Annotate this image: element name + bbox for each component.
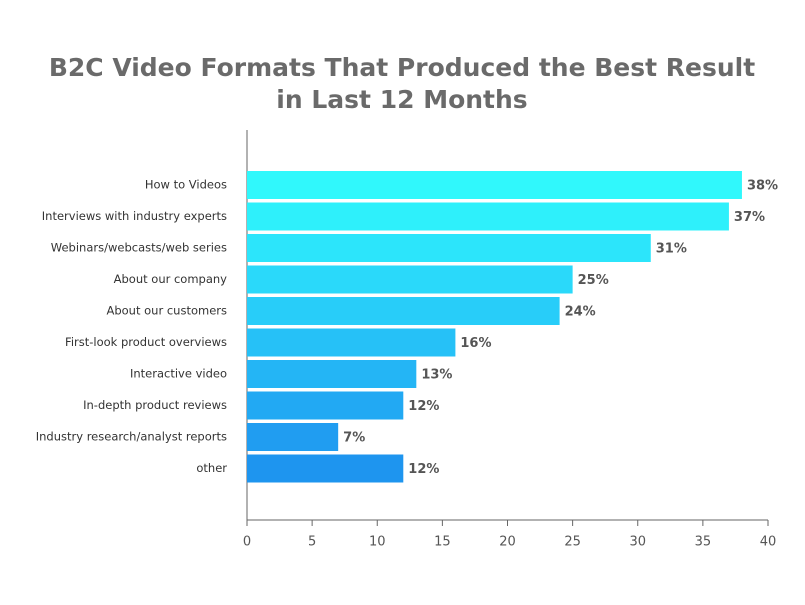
x-tick-label: 40 [760, 535, 777, 550]
y-tick-label: other [196, 461, 227, 475]
value-label: 38% [747, 179, 778, 194]
bar [247, 234, 651, 262]
bar [247, 391, 404, 420]
x-tick-label: 0 [243, 535, 251, 550]
value-label: 13% [421, 368, 452, 383]
value-label: 12% [408, 399, 439, 414]
y-tick-label: First-look product overviews [65, 335, 227, 349]
value-label: 12% [408, 462, 439, 477]
value-label: 25% [578, 273, 609, 288]
bar [247, 265, 573, 294]
bar [247, 423, 339, 451]
x-tick-label: 15 [434, 535, 451, 550]
y-tick-label: About our customers [106, 304, 227, 318]
x-tick-label: 35 [695, 535, 712, 550]
x-tick-label: 10 [369, 535, 386, 550]
bar [247, 297, 560, 325]
y-tick-label: In-depth product reviews [83, 398, 227, 412]
chart-title: B2C Video Formats That Produced the Best… [49, 53, 755, 82]
y-tick-label: Interactive video [130, 367, 227, 381]
value-label: 16% [460, 336, 491, 351]
y-tick-label: About our company [114, 272, 228, 286]
value-label: 24% [565, 305, 596, 320]
value-label: 37% [734, 210, 765, 225]
x-tick-label: 5 [308, 535, 316, 550]
x-tick-label: 30 [629, 535, 646, 550]
bar [247, 202, 729, 231]
bar [247, 360, 417, 388]
x-tick-label: 20 [499, 535, 516, 550]
bar [247, 328, 456, 357]
x-tick-label: 25 [564, 535, 581, 550]
y-tick-label: How to Videos [145, 178, 227, 192]
value-label: 31% [656, 242, 687, 257]
y-tick-label: Interviews with industry experts [42, 209, 227, 223]
value-label: 7% [343, 431, 365, 446]
bar [247, 171, 742, 199]
y-tick-label: Webinars/webcasts/web series [51, 241, 227, 255]
chart-title: in Last 12 Months [276, 85, 527, 114]
y-tick-label: Industry research/analyst reports [36, 430, 227, 444]
bar [247, 454, 404, 483]
